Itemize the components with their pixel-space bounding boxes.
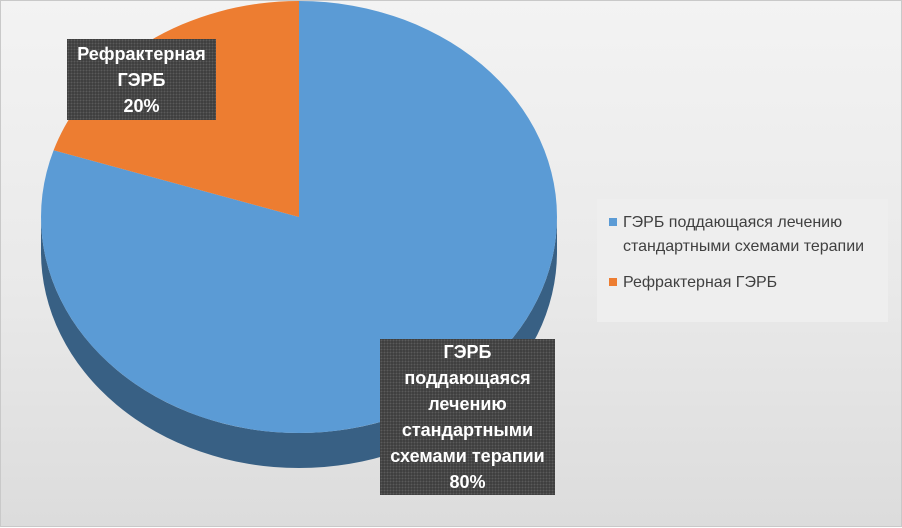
data-label-line: схемами терапии [390,446,545,466]
data-label-line: Рефрактерная [77,43,206,64]
legend-label: Рефрактерная ГЭРБ [623,274,778,291]
pie-slice-0 [40,1,558,433]
data-label-line: стандартными [401,420,534,440]
data-label-line: лечению [428,394,507,414]
data-label-treatable-gerd: ГЭРБ поддающаяся лечению стандартными сх… [380,339,555,495]
legend-item-refractory-gerd: Рефрактерная ГЭРБ [609,271,878,295]
data-label-value: 80% [449,472,486,492]
data-label-line: ГЭРБ [117,69,166,90]
data-label-line: поддающаяся [404,368,531,388]
legend-swatch-blue [609,218,617,226]
data-label-refractory-gerd: Рефрактерная ГЭРБ 20% [67,39,216,120]
legend-item-treatable-gerd: ГЭРБ поддающаяся лечению стандартными сх… [609,211,878,259]
data-label-line: ГЭРБ [443,342,492,362]
legend-label: ГЭРБ поддающаяся лечению стандартными сх… [623,214,865,255]
data-label-value: 20% [123,95,160,116]
legend-swatch-orange [609,278,617,286]
legend: ГЭРБ поддающаяся лечению стандартными сх… [597,199,888,322]
